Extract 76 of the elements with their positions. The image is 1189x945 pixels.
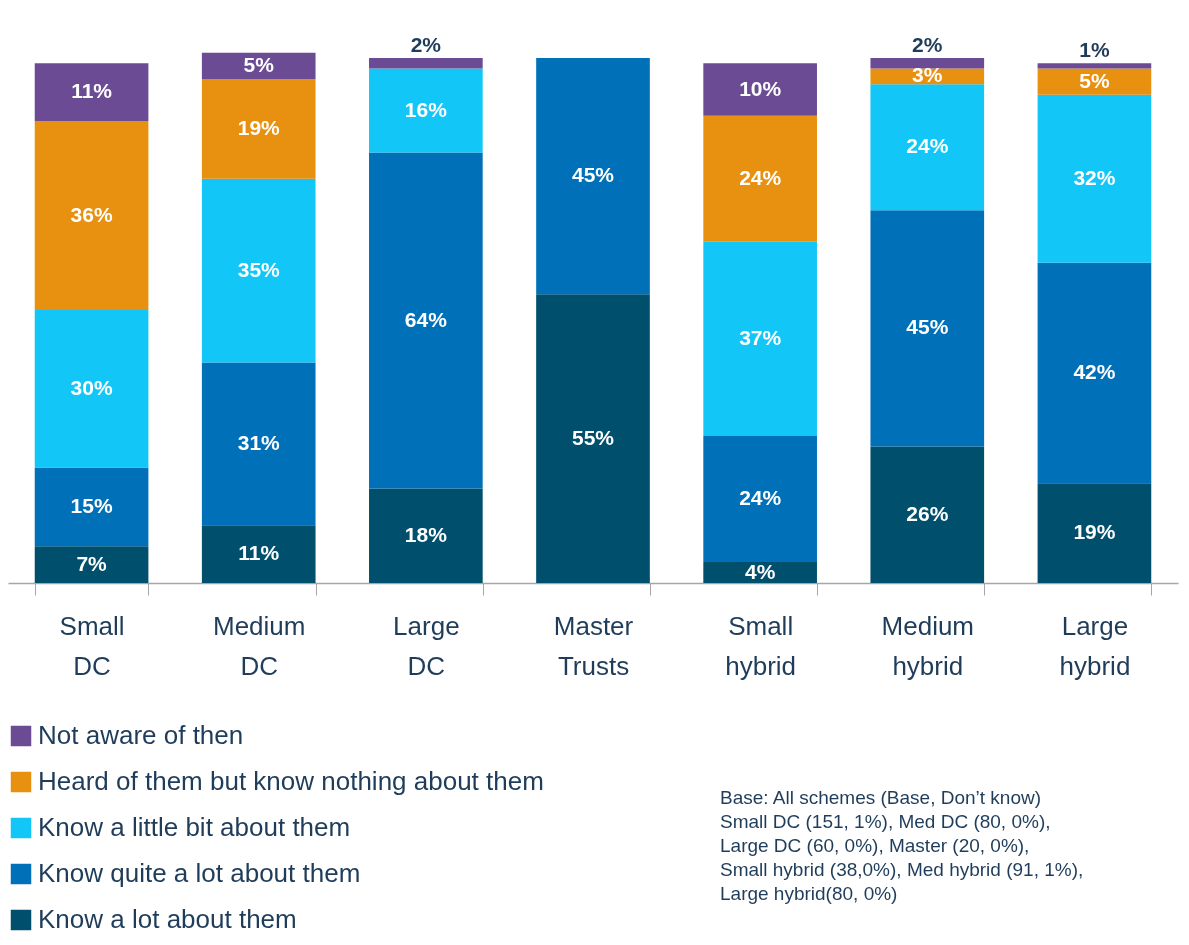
text: Large DC (60, 0%), Master (20, 0%), (720, 835, 1030, 856)
legend-label: Know a lot about them (38, 904, 297, 934)
data-label: 64% (404, 307, 448, 331)
data-label: 19% (237, 115, 281, 139)
bar (870, 58, 985, 69)
data-label: 35% (237, 257, 281, 281)
bar (1037, 483, 1152, 583)
x-tick-label: Small hybrid (725, 610, 797, 681)
data-label: 10% (739, 76, 782, 100)
bar (536, 294, 650, 583)
data-label: 31% (237, 430, 281, 454)
bar (536, 58, 650, 295)
bar (34, 121, 149, 310)
data-label: 36% (70, 202, 113, 226)
data-label: 1% (1079, 38, 1110, 62)
data-label: 16% (404, 97, 448, 121)
data-label: 30% (70, 375, 113, 399)
data-label: 55% (571, 425, 615, 449)
data-label: 45% (571, 163, 615, 187)
data-label: 32% (1073, 165, 1116, 189)
data-label: 3% (912, 63, 943, 87)
bar (369, 152, 483, 489)
data-label: 24% (906, 134, 949, 158)
bar (1037, 94, 1152, 263)
bar (703, 436, 817, 562)
bar (201, 362, 316, 526)
text: Base: All schemes (Base, Don’t know) (720, 787, 1042, 808)
bar (1037, 262, 1152, 484)
data-label: 19% (1073, 520, 1116, 544)
x-tick-label: Small DC (59, 610, 125, 681)
data-label: 37% (739, 325, 782, 349)
data-label: 11% (71, 79, 113, 103)
bar (870, 446, 985, 583)
x-tick-label: Medium hybrid (881, 610, 975, 681)
data-label: 24% (739, 165, 782, 189)
bar (369, 68, 483, 153)
bar (201, 178, 316, 363)
data-label: 4% (744, 559, 776, 583)
legend-label: Know a little bit about them (38, 812, 351, 842)
bar (201, 525, 316, 583)
x-tick-label: Master Trusts (553, 610, 634, 681)
bar (870, 84, 985, 211)
text: Large hybrid(80, 0%) (720, 883, 898, 904)
bar (1037, 63, 1152, 69)
bar (870, 210, 985, 447)
legend-label: Heard of them but know nothing about them (38, 766, 544, 796)
bar (34, 310, 149, 468)
data-label: 2% (410, 33, 442, 56)
bar (34, 546, 149, 583)
data-label: 45% (906, 315, 949, 339)
data-label: 2% (912, 33, 943, 56)
data-label: 15% (70, 493, 113, 517)
data-label: 5% (243, 52, 275, 76)
legend-label: Not aware of then (38, 720, 244, 750)
bar (703, 241, 817, 436)
x-tick-label: Large hybrid (1059, 610, 1131, 681)
bar (703, 115, 817, 242)
data-label: 7% (76, 551, 108, 575)
text: Small hybrid (38,0%), Med hybrid (91, 1%), (720, 859, 1084, 880)
data-label: 18% (404, 522, 448, 546)
bar (369, 58, 483, 69)
bar (201, 79, 316, 179)
bar (201, 52, 316, 79)
text: Small DC (151, 1%), Med DC (80, 0%), (720, 811, 1051, 832)
x-tick-label: Medium DC (212, 610, 306, 681)
data-label: 26% (906, 501, 949, 525)
data-label: 42% (1073, 360, 1116, 383)
bar (34, 467, 149, 547)
data-label: 11% (238, 541, 280, 565)
x-tick-label: Large DC (393, 610, 460, 681)
bar (703, 63, 817, 116)
bar (34, 63, 149, 121)
data-label: 24% (739, 486, 782, 509)
bar (369, 488, 483, 583)
legend-label: Know quite a lot about them (38, 858, 361, 888)
data-label: 5% (1079, 68, 1110, 92)
